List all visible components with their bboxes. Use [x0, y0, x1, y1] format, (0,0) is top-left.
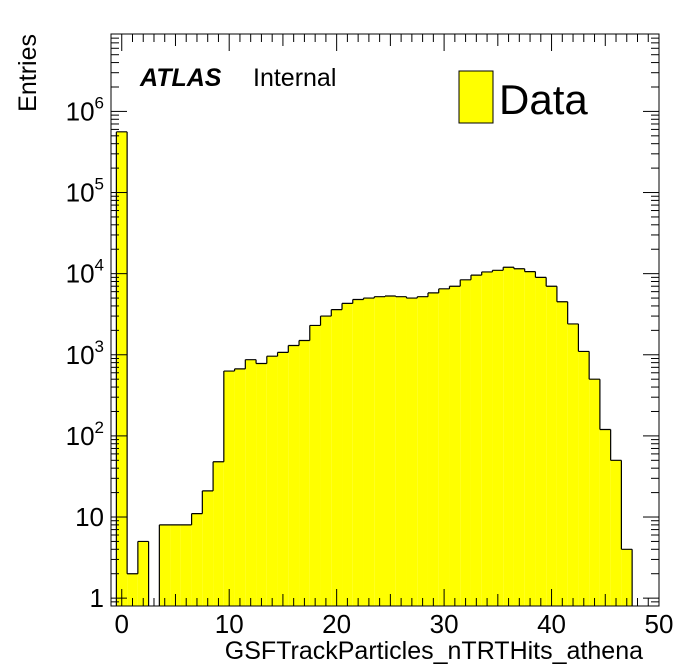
histogram-bin — [266, 356, 278, 606]
histogram-bin — [449, 286, 461, 606]
histogram-bin — [223, 371, 235, 606]
histogram-bins — [115, 131, 633, 607]
histogram-bin — [589, 379, 600, 606]
histogram-bin — [159, 524, 171, 606]
histogram-bin — [481, 271, 493, 606]
y-tick-label: 102 — [66, 418, 104, 451]
histogram-bin — [406, 298, 418, 606]
histogram-bin — [460, 279, 471, 606]
histogram-bin — [256, 363, 267, 606]
legend-entry-data: Data — [499, 76, 588, 123]
histogram-bin — [116, 131, 128, 607]
plot-frame — [110, 33, 660, 607]
histogram-bin — [191, 513, 203, 606]
histogram-bin — [578, 351, 590, 606]
y-tick-label: 105 — [66, 175, 104, 208]
histogram-bin — [342, 303, 353, 606]
x-tick-label: 50 — [645, 609, 674, 639]
y-tick-label: 10 — [75, 502, 104, 532]
y-tick-label: 106 — [66, 93, 104, 126]
histogram-bin — [277, 352, 289, 606]
histogram-bin — [417, 296, 428, 606]
y-tick-labels: 1 10 102 103 104 105 106 — [66, 93, 104, 613]
histogram-bin — [470, 275, 482, 606]
x-tick-label: 0 — [115, 609, 129, 639]
y-tick-label: 103 — [66, 337, 104, 370]
histogram-bin — [352, 299, 364, 606]
histogram-bin — [245, 359, 257, 606]
histogram-bin — [299, 340, 310, 606]
axis-ticks — [110, 33, 660, 607]
histogram-bin — [492, 270, 504, 606]
y-tick-label: 104 — [66, 256, 104, 289]
y-axis-title: Entries — [14, 34, 42, 112]
histogram-bin — [599, 429, 611, 606]
histogram-bin — [503, 267, 514, 606]
histogram-bin — [556, 301, 568, 606]
histogram-bin — [621, 549, 633, 606]
y-tick-label: 1 — [90, 583, 104, 613]
histogram-bin — [363, 298, 375, 606]
x-tick-label: 10 — [215, 609, 244, 639]
histogram-bin — [180, 524, 192, 606]
histogram-bin — [202, 490, 214, 606]
histogram-bin — [567, 323, 579, 606]
x-axis-title: GSFTrackParticles_nTRTHits_athena — [225, 637, 643, 665]
histogram-bin — [331, 309, 343, 606]
histogram-bin — [127, 573, 138, 606]
histogram-bin — [374, 296, 385, 606]
histogram-bin — [546, 286, 557, 606]
histogram-bin — [170, 524, 181, 606]
histogram-bin — [438, 288, 450, 606]
histogram-bin — [427, 292, 439, 606]
histogram-bin — [385, 296, 396, 606]
x-tick-label: 30 — [430, 609, 459, 639]
histogram-bin — [137, 541, 149, 606]
legend: Data — [458, 70, 588, 124]
x-tick-label: 20 — [322, 609, 351, 639]
internal-label: Internal — [253, 64, 336, 92]
histogram-bin — [309, 325, 321, 606]
histogram-bin — [395, 296, 407, 606]
histogram-bin — [288, 345, 300, 606]
histogram-bin — [535, 277, 547, 606]
x-tick-label: 40 — [537, 609, 566, 639]
legend-swatch — [458, 70, 494, 124]
histogram-bin — [320, 316, 332, 606]
histogram-bin — [610, 460, 622, 606]
histogram-bin — [234, 368, 246, 606]
histogram-outline — [115, 131, 633, 606]
histogram-bin — [513, 268, 525, 606]
histogram-bin — [213, 461, 224, 606]
x-tick-labels: 0 10 20 30 40 50 — [115, 609, 674, 639]
atlas-label: ATLAS — [139, 64, 222, 92]
histogram-bin — [524, 271, 536, 606]
